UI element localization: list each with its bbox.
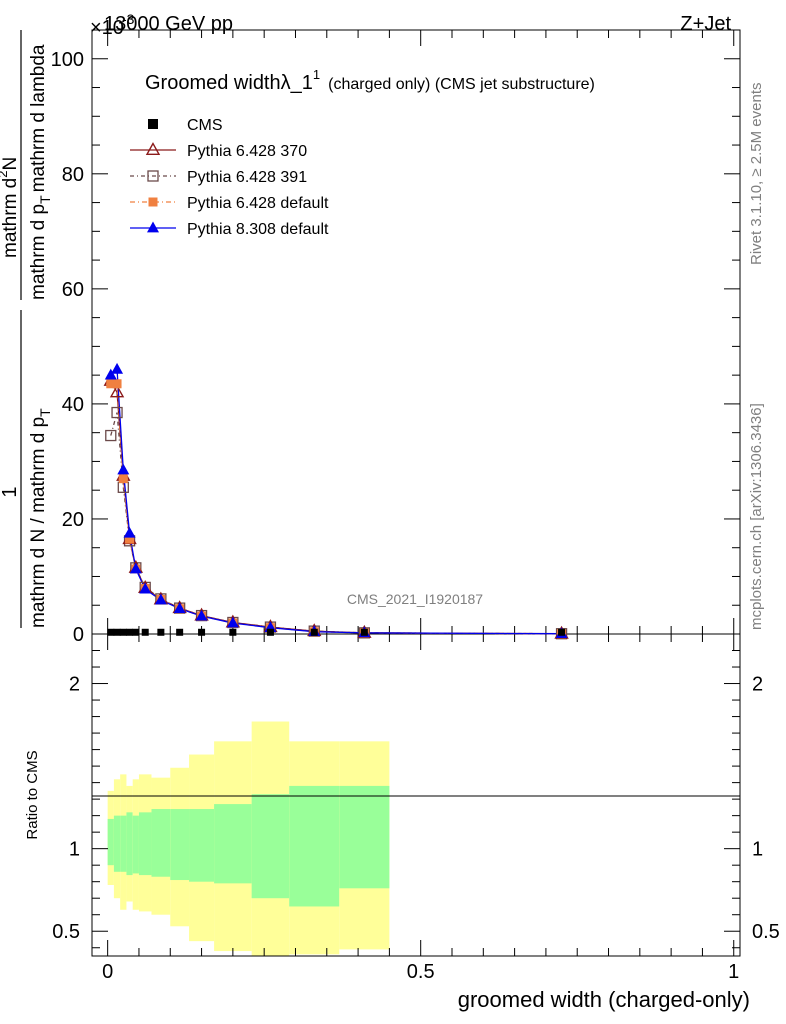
data-point-0 (176, 628, 184, 636)
exponent-label: ×10 (90, 17, 124, 39)
ylabel-denominator: mathrm d N / mathrm d pT (28, 408, 53, 628)
data-point-4 (104, 368, 117, 380)
series-line-2 (110, 412, 562, 635)
inner-band-segment (138, 812, 152, 876)
ylabel-one: 1 (0, 486, 21, 497)
inner-band-segment (126, 812, 133, 876)
data-point-0 (132, 628, 140, 636)
x-tick-label: 0.5 (407, 961, 435, 983)
data-point-4 (139, 582, 152, 594)
data-point-0 (198, 628, 206, 636)
main-y-tick-label: 20 (62, 509, 84, 531)
ratio-y-tick-label-right: 0.5 (752, 921, 780, 943)
inner-band-segment (170, 809, 190, 881)
data-point-4 (111, 362, 124, 374)
series-line-3 (110, 383, 562, 635)
data-point-0 (126, 628, 134, 636)
data-point-1 (109, 384, 125, 398)
inner-band-segment (120, 815, 127, 872)
ratio-y-axis-label: Ratio to CMS (24, 750, 41, 839)
main-y-axis-label: 1 mathrm d N / mathrm d pT mathrm d2N ma… (0, 30, 53, 628)
x-tick-label: 0 (102, 961, 113, 983)
inner-band-segment (339, 785, 390, 889)
inner-band-segment (151, 809, 171, 877)
ratio-y-tick-label: 1 (69, 839, 80, 861)
ratio-y-tick-label-right: 1 (752, 839, 763, 861)
data-point-4 (129, 562, 142, 574)
legend-marker (145, 142, 161, 156)
ratio-plot-frame (91, 633, 741, 957)
data-point-0 (229, 628, 237, 636)
data-point-0 (360, 628, 368, 636)
x-tick-label: 1 (728, 961, 739, 983)
data-point-0 (266, 628, 274, 636)
legend-label: Pythia 6.428 default (187, 195, 329, 212)
ratio-bands (107, 721, 390, 956)
energy-label: 13000 GeV pp (104, 13, 233, 35)
data-point-3 (106, 379, 116, 389)
series-markers (103, 362, 569, 640)
series-lines (110, 367, 562, 635)
series-line-4 (110, 367, 562, 635)
data-point-0 (107, 628, 115, 636)
legend-marker (147, 221, 159, 233)
main-y-tick-label: 100 (51, 49, 84, 71)
data-point-4 (195, 609, 208, 621)
data-point-0 (310, 628, 318, 636)
plot-title: Groomed widthλ_11(charged only) (CMS jet… (145, 67, 595, 94)
main-y-tick-label: 40 (62, 394, 84, 416)
process-label: Z+Jet (680, 13, 731, 35)
rivet-label: Rivet 3.1.10, ≥ 2.5M events (748, 83, 765, 266)
legend-label: Pythia 6.428 370 (187, 143, 307, 160)
main-y-tick-label: 80 (62, 164, 84, 186)
ylabel-denominator-bottom: mathrm d pTmathrm d lambda (28, 44, 53, 300)
data-point-4 (154, 593, 167, 605)
data-point-4 (226, 616, 239, 628)
exponent-power: -3 (122, 11, 135, 27)
x-axis-label: groomed width (charged-only) (458, 987, 750, 1012)
ratio-y-tick-label-right: 2 (752, 674, 763, 696)
data-point-0 (119, 628, 127, 636)
data-point-0 (113, 628, 121, 636)
legend: CMS Pythia 6.428 370 Pythia 6.428 391 Pythi… (130, 117, 329, 238)
legend-marker (147, 170, 159, 182)
series-line-1 (110, 380, 562, 635)
data-point-4 (117, 463, 130, 475)
data-point-3 (118, 474, 128, 484)
analysis-watermark: CMS_2021_I1920187 (347, 591, 483, 607)
inner-band-segment (189, 809, 215, 882)
data-point-2 (105, 429, 117, 442)
data-point-3 (125, 534, 135, 544)
inner-band-segment (113, 815, 121, 872)
legend-marker (148, 119, 158, 129)
ylabel-numerator: mathrm d2N (0, 157, 21, 258)
data-point-4 (123, 526, 136, 538)
legend-marker (148, 197, 158, 207)
inner-band-segment (289, 785, 340, 907)
data-point-4 (173, 602, 186, 614)
main-y-tick-label: 0 (73, 624, 84, 646)
ratio-y-tick-label: 2 (69, 674, 80, 696)
data-point-0 (157, 628, 165, 636)
inner-band-segment (251, 794, 290, 899)
data-point-0 (141, 628, 149, 636)
inner-band-segment (107, 818, 114, 866)
data-point-2 (111, 406, 123, 419)
data-point-3 (112, 379, 122, 389)
inner-band-segment (132, 815, 139, 874)
inner-band-segment (214, 804, 252, 884)
legend-label: Pythia 8.308 default (187, 221, 329, 238)
data-point-0 (558, 628, 566, 636)
mcplots-label: mcplots.cern.ch [arXiv:1306.3436] (748, 403, 765, 630)
main-y-tick-label: 60 (62, 279, 84, 301)
ratio-y-tick-label: 0.5 (52, 921, 80, 943)
legend-label: Pythia 6.428 391 (187, 169, 307, 186)
legend-label: CMS (187, 117, 223, 134)
